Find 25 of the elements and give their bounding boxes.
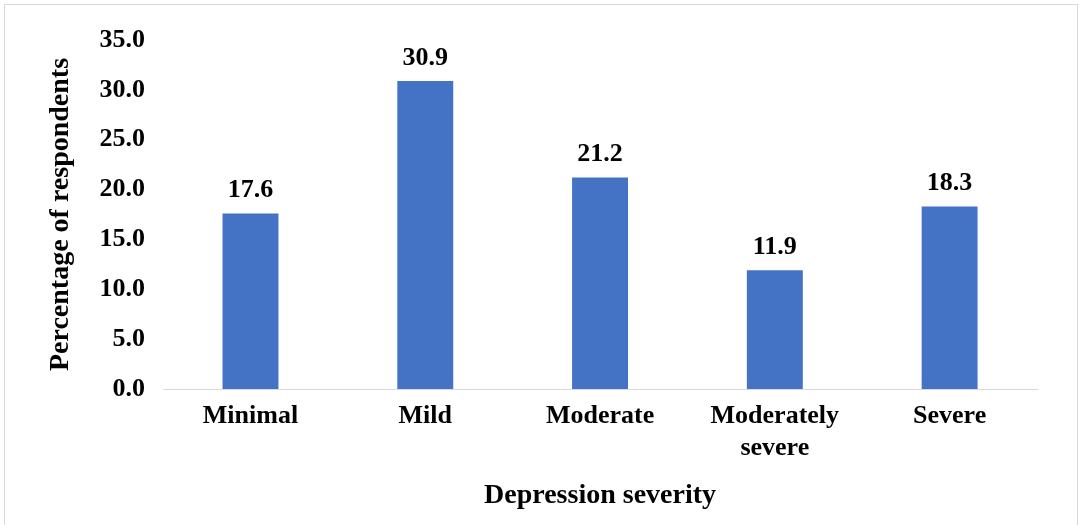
x-tick-label: Moderate: [545, 400, 655, 430]
bar: [921, 206, 978, 389]
data-label: 30.9: [402, 41, 449, 71]
x-tick-label: Severe: [913, 400, 987, 430]
y-tick-label: 20.0: [99, 173, 146, 203]
bar: [397, 80, 454, 389]
y-tick-label: 15.0: [99, 223, 146, 253]
data-label: 21.2: [577, 138, 623, 168]
y-tick-label: 5.0: [112, 322, 146, 352]
y-tick-label: 0.0: [112, 372, 146, 402]
bar: [746, 270, 803, 389]
data-label: 17.6: [227, 174, 274, 204]
y-tick-label: 25.0: [99, 123, 146, 153]
bar: [572, 177, 629, 389]
data-label: 11.9: [752, 231, 797, 261]
x-tick-label: Minimal: [202, 400, 299, 430]
x-tick-label: Mild: [398, 400, 453, 430]
y-axis-title: Percentage of respondents: [43, 57, 75, 372]
y-tick-label: 35.0: [99, 23, 146, 53]
data-label: 18.3: [926, 167, 973, 197]
bar: [222, 213, 279, 389]
y-tick-label: 10.0: [99, 273, 146, 302]
x-tick-label: Moderately severe: [710, 400, 840, 461]
y-tick-label: 30.0: [99, 73, 146, 103]
x-axis-title: Depression severity: [484, 478, 717, 510]
